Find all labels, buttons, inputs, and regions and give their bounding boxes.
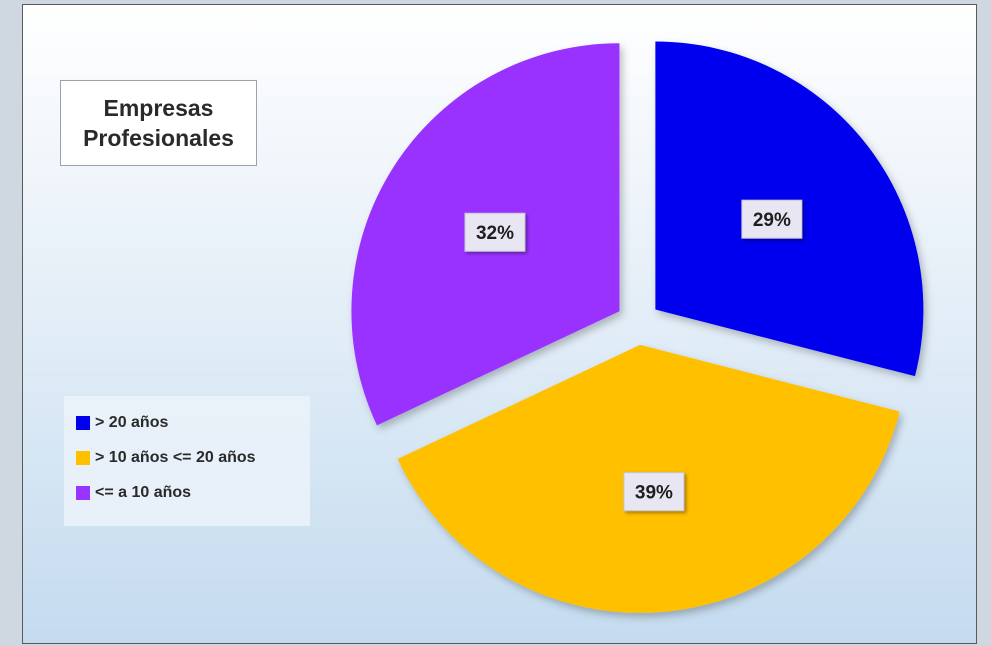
legend-label-upto-10: <= a 10 años: [95, 483, 192, 501]
data-label-over-20-text: 29%: [753, 210, 791, 231]
legend-item-upto-10: <= a 10 años: [76, 475, 310, 510]
data-label-upto-10: 32%: [464, 212, 526, 252]
legend: > 20 años > 10 años <= 20 años <= a 10 a…: [64, 396, 310, 526]
data-label-over-20: 29%: [741, 199, 803, 239]
data-label-upto-10-box: [464, 212, 526, 252]
data-label-over-20-box: [741, 199, 803, 239]
data-label-10-to-20-text: 39%: [635, 483, 673, 504]
legend-label-10-to-20: > 10 años <= 20 años: [95, 448, 256, 466]
legend-item-10-to-20: > 10 años <= 20 años: [76, 440, 310, 475]
legend-label-over-20: > 20 años: [95, 413, 169, 431]
legend-swatch-over-20: [76, 415, 90, 430]
data-label-10-to-20-box: [623, 472, 685, 512]
chart-title-line-1: Empresas: [103, 95, 214, 121]
chart-title: Empresas Profesionales: [60, 80, 257, 166]
data-label-10-to-20: 39%: [623, 472, 685, 512]
chart-area: Empresas Profesionales > 20 años > 10 añ…: [22, 4, 977, 644]
pie-chart: 29% 39% 32%: [351, 41, 924, 613]
chart-title-line-2: Profesionales: [83, 125, 234, 151]
legend-swatch-10-to-20: [76, 450, 90, 465]
legend-item-over-20: > 20 años: [76, 405, 310, 440]
legend-swatch-upto-10: [76, 485, 90, 500]
data-label-upto-10-text: 32%: [476, 223, 514, 244]
